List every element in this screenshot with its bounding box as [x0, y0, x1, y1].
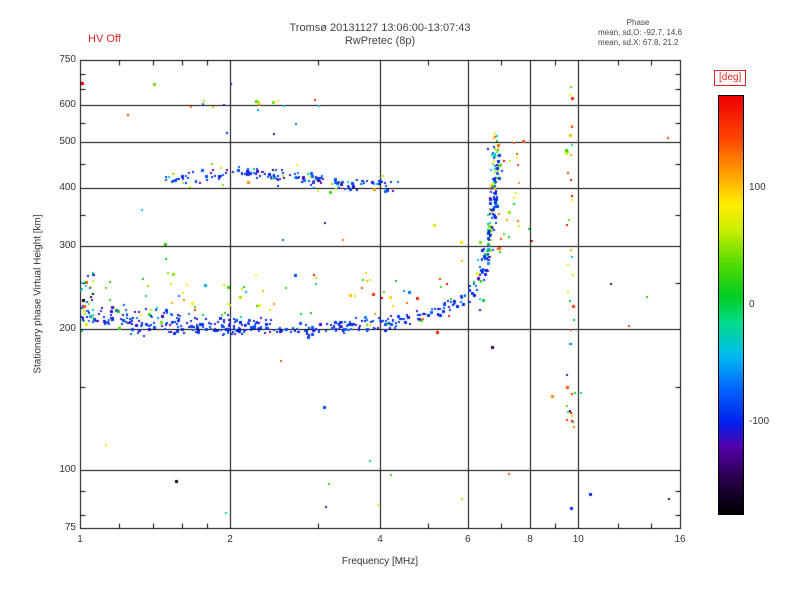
colorbar	[718, 95, 744, 515]
x-tick-label: 2	[227, 534, 233, 545]
y-axis-title: Stationary phase Virtual Height [km]	[32, 214, 44, 374]
colorbar-tick-label: 0	[749, 299, 755, 310]
y-tick-label: 200	[59, 322, 76, 334]
plot-subtitle: RwPretec (8p)	[344, 35, 416, 47]
y-tick-label: 600	[59, 99, 76, 111]
x-tick-label: 16	[674, 534, 686, 545]
plot-title: Tromsø 20131127 13:06:00-13:07:43	[289, 22, 471, 34]
y-tick-label: 300	[59, 240, 76, 252]
colorbar-units-badge: [deg]	[714, 70, 747, 86]
x-axis-title: Frequency [MHz]	[341, 556, 419, 567]
y-tick-label: 500	[59, 136, 76, 148]
x-tick-label: 6	[464, 534, 471, 545]
phase-mean-sd-x: mean, sd,X: 67.8, 21.2	[598, 38, 679, 47]
phase-stats-title: Phase	[626, 18, 650, 27]
hv-off-status: HV Off	[88, 33, 121, 45]
y-tick-label: 75	[64, 522, 76, 533]
y-tick-label: 750	[59, 54, 76, 65]
x-tick-label: 10	[572, 534, 584, 545]
y-tick-label: 400	[59, 181, 76, 193]
x-tick-label: 1	[77, 534, 83, 545]
x-tick-label: 4	[377, 534, 383, 545]
y-tick-label: 100	[59, 463, 76, 475]
phase-stats-block: Phase mean, sd,O: -92.7, 14.6 mean, sd,X…	[598, 18, 708, 48]
colorbar-tick-label: 100	[749, 182, 766, 194]
colorbar-tick-label: -100	[749, 415, 770, 427]
phase-mean-sd-o: mean, sd,O: -92.7, 14.6	[598, 28, 683, 37]
x-tick-label: 8	[527, 534, 533, 545]
